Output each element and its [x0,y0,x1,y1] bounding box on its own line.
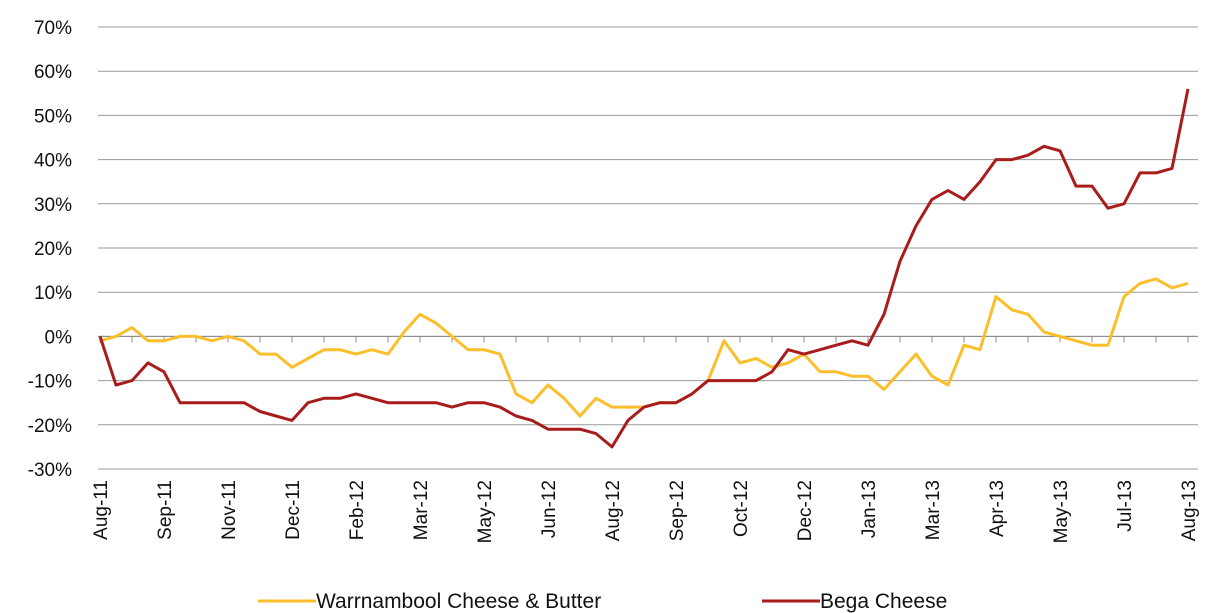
y-tick-label: 60% [34,62,72,83]
x-tick-label: Jul-13 [1115,480,1136,532]
x-tick-label: Apr-13 [987,480,1008,537]
x-tick-label: Dec-11 [283,480,304,540]
y-tick-label: 30% [34,195,72,216]
y-tick-label: 0% [45,327,73,348]
x-tick-label: Jun-12 [539,480,560,538]
x-tick-label: Feb-12 [347,480,368,540]
x-tick-label: Aug-11 [91,480,112,540]
x-tick-label: Sep-11 [155,480,176,540]
y-tick-label: 50% [34,106,72,127]
x-tick-label: May-12 [475,480,496,543]
y-tick-label: 20% [34,239,72,260]
y-tick-label: 70% [34,18,72,39]
x-tick-label: Mar-12 [411,480,432,540]
x-tick-label: Nov-11 [219,480,240,540]
x-tick-label: Jan-13 [859,480,880,538]
legend-label: Bega Cheese [820,590,947,613]
series-line [98,88,1190,449]
x-tick-label: Dec-12 [795,480,816,541]
y-tick-label: -30% [28,460,72,481]
x-tick-label: Mar-13 [923,480,944,540]
x-tick-label: Aug-13 [1179,480,1200,541]
x-tick-label: Oct-12 [731,480,752,537]
x-tick-label: Aug-12 [603,480,624,541]
series-line [99,277,1189,418]
x-tick-label: Sep-12 [667,480,688,541]
x-tick-label: May-13 [1051,480,1072,543]
y-tick-label: -10% [28,372,72,393]
y-tick-label: -20% [28,416,72,437]
y-tick-label: 40% [34,151,72,172]
legend-label: Warrnambool Cheese & Butter [316,590,601,613]
y-tick-label: 10% [34,283,72,304]
